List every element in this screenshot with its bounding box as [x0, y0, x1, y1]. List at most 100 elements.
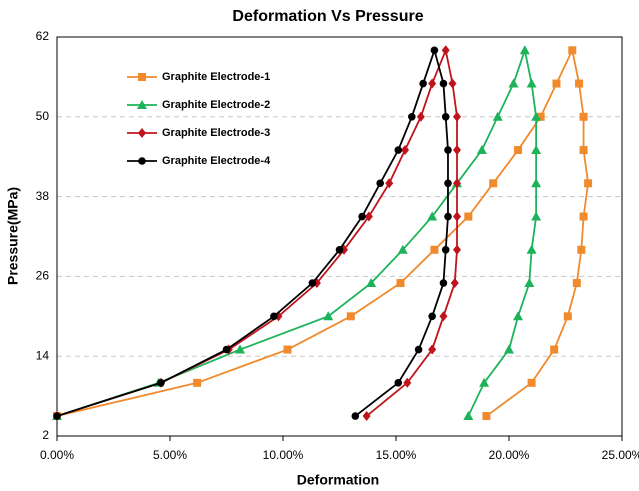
marker [444, 179, 452, 188]
marker [504, 344, 514, 354]
marker [235, 344, 246, 354]
marker [479, 377, 490, 387]
marker [450, 278, 459, 289]
marker [441, 113, 450, 121]
marker [572, 279, 581, 288]
marker [531, 145, 542, 155]
chart-title: Deformation Vs Pressure [232, 8, 423, 25]
marker [366, 278, 377, 288]
marker [335, 246, 344, 254]
x-tick-label: 0.00% [40, 448, 74, 462]
marker [552, 79, 561, 88]
y-tick-label: 62 [36, 29, 50, 43]
marker [526, 244, 537, 254]
marker [482, 412, 491, 421]
marker [563, 312, 572, 321]
plot-frame [56, 36, 623, 437]
marker [416, 111, 425, 122]
marker [408, 113, 416, 121]
y-axis-title: Pressure(MPa) [5, 187, 21, 285]
legend-label: Graphite Electrode-3 [162, 127, 270, 139]
marker [536, 112, 545, 121]
marker [463, 411, 474, 421]
marker [53, 412, 61, 420]
y-tick-label: 38 [36, 189, 50, 203]
marker [492, 111, 503, 121]
marker [527, 378, 536, 387]
legend-label: Graphite Electrode-2 [162, 99, 270, 111]
marker [358, 212, 366, 221]
marker [531, 178, 542, 188]
marker [430, 46, 439, 55]
legend-marker [137, 100, 147, 109]
marker [414, 345, 423, 354]
marker [526, 78, 537, 88]
y-tick-label: 2 [42, 428, 49, 442]
marker [568, 46, 577, 55]
marker [430, 245, 439, 254]
marker [397, 244, 408, 254]
marker [385, 178, 394, 189]
marker [579, 146, 588, 155]
y-tick-label: 26 [36, 269, 50, 283]
marker [403, 377, 412, 388]
marker [157, 379, 165, 387]
marker [489, 179, 498, 188]
marker [439, 279, 448, 287]
marker [428, 344, 437, 355]
marker [439, 311, 448, 322]
marker [439, 79, 448, 88]
marker [531, 211, 542, 221]
marker [394, 146, 403, 154]
marker [453, 211, 462, 222]
legend-marker [138, 157, 146, 165]
marker [453, 178, 462, 189]
legend-label: Graphite Electrode-1 [162, 71, 270, 83]
marker [453, 145, 462, 156]
marker [513, 311, 524, 321]
marker [514, 146, 523, 155]
x-tick-label: 20.00% [489, 448, 530, 462]
marker [401, 145, 410, 156]
marker [394, 379, 403, 387]
marker [308, 279, 317, 287]
marker [579, 212, 588, 221]
marker [508, 78, 519, 88]
marker [464, 212, 473, 221]
marker [579, 112, 588, 121]
marker [193, 378, 202, 387]
legend-marker [138, 73, 146, 81]
x-tick-label: 5.00% [153, 448, 187, 462]
marker [270, 312, 278, 321]
marker [441, 246, 450, 254]
y-tick-label: 50 [36, 109, 50, 123]
marker [441, 45, 450, 56]
marker [427, 211, 438, 221]
marker [444, 146, 452, 154]
marker [222, 345, 231, 354]
marker [524, 278, 535, 288]
x-tick-label: 10.00% [263, 448, 304, 462]
marker [575, 79, 584, 88]
marker [444, 212, 452, 221]
marker [364, 211, 373, 222]
x-tick-label: 25.00% [602, 448, 639, 462]
marker [419, 79, 427, 88]
marker [362, 411, 371, 422]
y-tick-label: 14 [36, 348, 50, 362]
legend-label: Graphite Electrode-4 [162, 155, 271, 167]
marker [531, 111, 542, 121]
marker [577, 245, 586, 254]
marker [346, 312, 355, 321]
marker [476, 145, 487, 155]
marker [396, 279, 405, 288]
marker [453, 111, 462, 122]
marker [428, 78, 437, 89]
marker [323, 311, 334, 321]
legend-marker [138, 128, 146, 138]
x-tick-label: 15.00% [376, 448, 417, 462]
marker [351, 412, 360, 420]
marker [283, 345, 292, 354]
marker [428, 312, 436, 321]
